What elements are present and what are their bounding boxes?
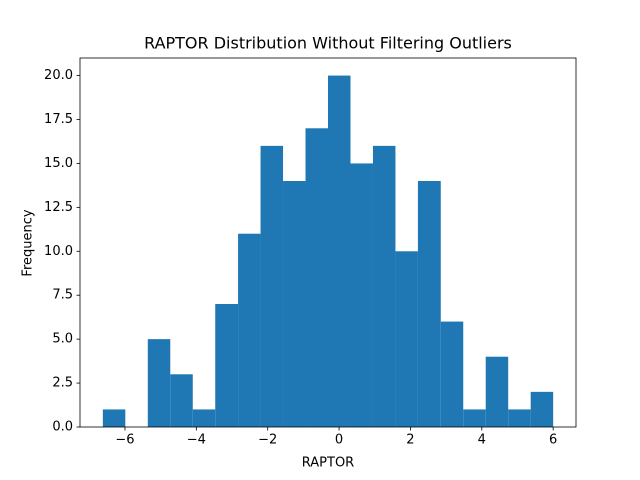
x-tick-label: 4 [478,433,486,448]
bar [147,339,171,427]
bar [305,128,328,428]
bar [530,391,554,427]
bar [485,356,509,427]
bar [463,409,486,427]
bar [328,75,351,428]
y-tick-label: 10.0 [44,244,73,259]
y-tick-label: 0.0 [52,420,73,435]
y-tick-label: 7.5 [52,288,73,303]
bar [215,304,239,427]
bar [102,409,126,427]
chart-title: RAPTOR Distribution Without Filtering Ou… [144,34,512,53]
bar [395,251,418,427]
x-tick-label: −4 [187,433,206,448]
y-tick-label: 5.0 [52,332,73,347]
bar [170,374,193,427]
x-tick-label: 0 [335,433,343,448]
x-tick-label: −6 [115,433,134,448]
y-axis-label: Frequency [21,209,36,276]
bar [260,145,284,427]
x-tick-label: −2 [258,433,277,448]
bar [192,409,216,427]
y-tick-label: 15.0 [44,156,73,171]
x-tick-label: 2 [406,433,414,448]
y-tick-label: 20.0 [44,68,73,83]
x-tick-label: 6 [549,433,557,448]
axes-frame [79,57,577,428]
y-tick-label: 17.5 [44,112,73,127]
bar [350,163,373,427]
bar [238,233,261,427]
y-tick-label: 2.5 [52,376,73,391]
bar [440,321,464,427]
bar [417,181,441,427]
x-axis-label: RAPTOR [302,456,354,471]
y-tick-label: 12.5 [44,200,73,215]
bar [283,181,306,427]
bar [372,145,396,427]
bar [508,409,531,427]
